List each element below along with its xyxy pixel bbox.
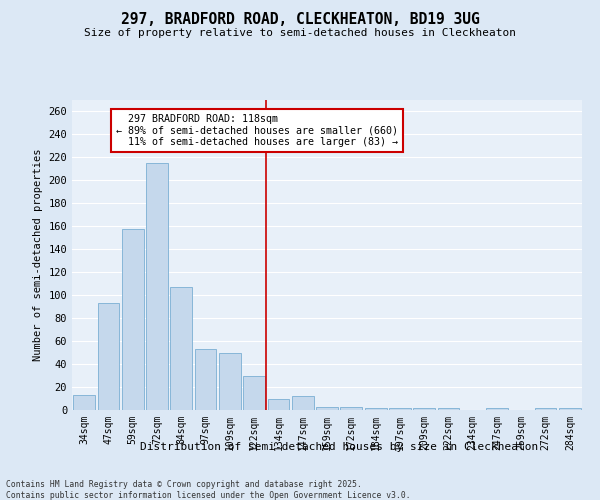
Text: Distribution of semi-detached houses by size in Cleckheaton: Distribution of semi-detached houses by … <box>140 442 538 452</box>
Bar <box>73 395 95 410</box>
Bar <box>146 163 168 410</box>
Bar <box>170 287 192 410</box>
Y-axis label: Number of semi-detached properties: Number of semi-detached properties <box>33 149 43 361</box>
Bar <box>243 376 265 410</box>
Bar <box>340 406 362 410</box>
Bar <box>122 228 143 410</box>
Bar <box>535 408 556 410</box>
Text: Size of property relative to semi-detached houses in Cleckheaton: Size of property relative to semi-detach… <box>84 28 516 38</box>
Bar <box>219 352 241 410</box>
Bar <box>194 349 217 410</box>
Bar <box>559 408 581 410</box>
Bar <box>316 406 338 410</box>
Bar <box>268 398 289 410</box>
Text: 297, BRADFORD ROAD, CLECKHEATON, BD19 3UG: 297, BRADFORD ROAD, CLECKHEATON, BD19 3U… <box>121 12 479 28</box>
Bar <box>292 396 314 410</box>
Bar <box>365 408 386 410</box>
Bar <box>413 408 435 410</box>
Text: Contains HM Land Registry data © Crown copyright and database right 2025.
Contai: Contains HM Land Registry data © Crown c… <box>6 480 410 500</box>
Text: 297 BRADFORD ROAD: 118sqm
← 89% of semi-detached houses are smaller (660)
  11% : 297 BRADFORD ROAD: 118sqm ← 89% of semi-… <box>116 114 398 147</box>
Bar <box>437 408 460 410</box>
Bar <box>389 408 411 410</box>
Bar <box>486 408 508 410</box>
Bar <box>97 303 119 410</box>
